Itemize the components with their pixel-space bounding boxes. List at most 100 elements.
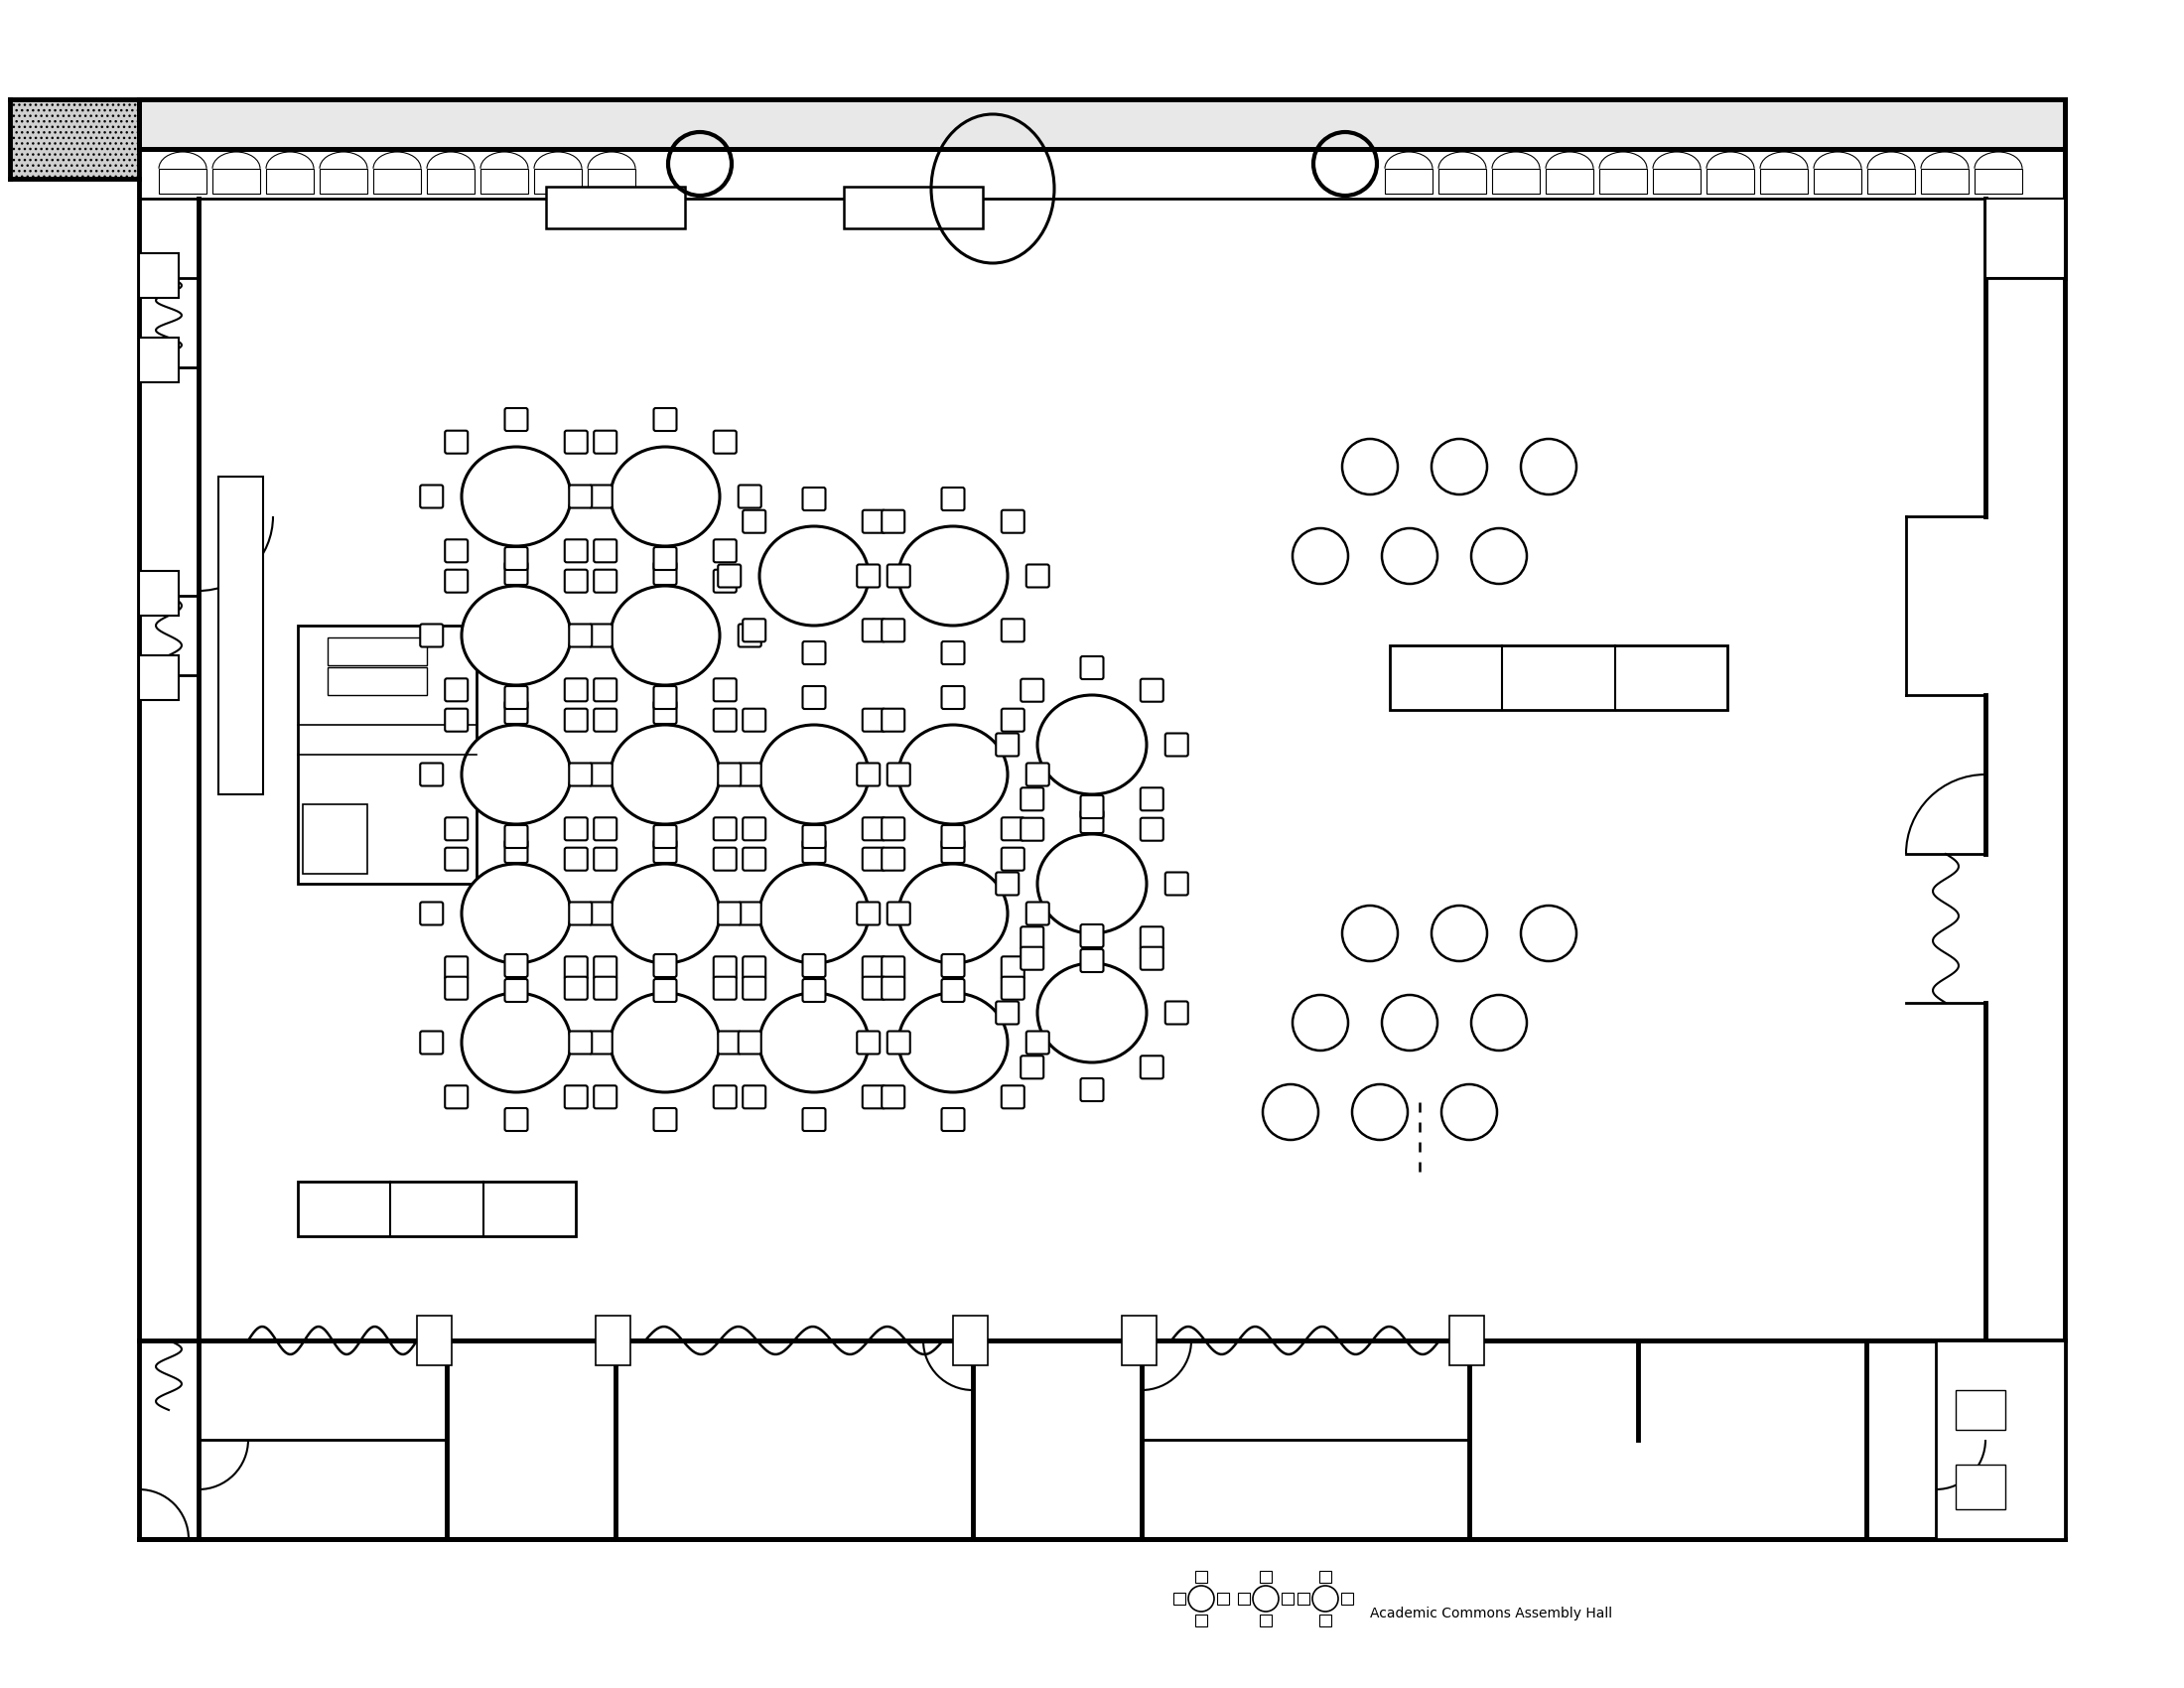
FancyBboxPatch shape: [1140, 679, 1164, 702]
FancyBboxPatch shape: [941, 954, 965, 977]
FancyBboxPatch shape: [446, 569, 467, 592]
FancyBboxPatch shape: [714, 430, 736, 454]
Ellipse shape: [612, 864, 721, 964]
Bar: [1492, 169, 1540, 194]
Ellipse shape: [1037, 695, 1147, 795]
FancyBboxPatch shape: [996, 733, 1018, 756]
FancyBboxPatch shape: [743, 510, 767, 533]
Bar: [11, 100, 140, 179]
FancyBboxPatch shape: [1140, 1055, 1164, 1079]
FancyBboxPatch shape: [863, 817, 885, 841]
FancyBboxPatch shape: [1002, 709, 1024, 731]
Bar: [1341, 1593, 1354, 1605]
FancyBboxPatch shape: [941, 841, 965, 863]
FancyBboxPatch shape: [738, 484, 762, 508]
Bar: [1706, 169, 1754, 194]
FancyBboxPatch shape: [419, 901, 443, 925]
FancyBboxPatch shape: [1020, 679, 1044, 702]
FancyBboxPatch shape: [446, 709, 467, 731]
Bar: [373, 169, 422, 194]
FancyBboxPatch shape: [882, 817, 904, 841]
FancyBboxPatch shape: [505, 701, 529, 724]
FancyBboxPatch shape: [941, 825, 965, 847]
FancyBboxPatch shape: [802, 979, 826, 1003]
Bar: [596, 1315, 631, 1366]
FancyBboxPatch shape: [594, 709, 616, 731]
FancyBboxPatch shape: [887, 901, 911, 925]
FancyBboxPatch shape: [566, 709, 587, 731]
FancyBboxPatch shape: [1081, 657, 1103, 679]
FancyBboxPatch shape: [738, 901, 762, 925]
Bar: [1260, 1572, 1271, 1583]
Bar: [1282, 1593, 1293, 1605]
FancyBboxPatch shape: [714, 679, 736, 701]
FancyBboxPatch shape: [505, 979, 529, 1003]
FancyBboxPatch shape: [1002, 957, 1024, 979]
FancyBboxPatch shape: [594, 847, 616, 871]
Bar: [297, 1182, 577, 1236]
FancyBboxPatch shape: [446, 847, 467, 871]
FancyBboxPatch shape: [653, 547, 677, 571]
Bar: [546, 187, 686, 228]
Bar: [140, 338, 179, 381]
FancyBboxPatch shape: [941, 641, 965, 665]
FancyBboxPatch shape: [941, 488, 965, 510]
Ellipse shape: [760, 993, 869, 1092]
FancyBboxPatch shape: [719, 1031, 740, 1053]
FancyBboxPatch shape: [802, 954, 826, 977]
FancyBboxPatch shape: [882, 619, 904, 641]
FancyBboxPatch shape: [1026, 564, 1048, 587]
Ellipse shape: [1037, 834, 1147, 933]
FancyBboxPatch shape: [863, 957, 885, 979]
FancyBboxPatch shape: [941, 685, 965, 709]
Ellipse shape: [461, 864, 570, 964]
FancyBboxPatch shape: [882, 510, 904, 533]
FancyBboxPatch shape: [863, 510, 885, 533]
FancyBboxPatch shape: [719, 901, 740, 925]
Bar: [218, 476, 262, 795]
FancyBboxPatch shape: [743, 847, 767, 871]
FancyBboxPatch shape: [505, 547, 529, 571]
FancyBboxPatch shape: [863, 977, 885, 999]
Bar: [140, 571, 179, 616]
FancyBboxPatch shape: [505, 825, 529, 847]
Bar: [1389, 645, 1728, 711]
FancyBboxPatch shape: [419, 625, 443, 647]
FancyBboxPatch shape: [738, 763, 762, 787]
FancyBboxPatch shape: [1020, 1055, 1044, 1079]
FancyBboxPatch shape: [1002, 510, 1024, 533]
FancyBboxPatch shape: [714, 817, 736, 841]
FancyBboxPatch shape: [996, 1001, 1018, 1025]
Ellipse shape: [461, 724, 570, 824]
FancyBboxPatch shape: [714, 977, 736, 999]
Bar: [328, 667, 426, 695]
Bar: [328, 638, 426, 665]
Bar: [1955, 1465, 2005, 1509]
FancyBboxPatch shape: [653, 841, 677, 863]
Bar: [1760, 169, 1808, 194]
FancyBboxPatch shape: [882, 957, 904, 979]
FancyBboxPatch shape: [802, 825, 826, 847]
FancyBboxPatch shape: [1140, 819, 1164, 841]
Bar: [159, 169, 207, 194]
FancyBboxPatch shape: [570, 484, 592, 508]
FancyBboxPatch shape: [1002, 1085, 1024, 1109]
FancyBboxPatch shape: [743, 977, 767, 999]
FancyBboxPatch shape: [594, 977, 616, 999]
FancyBboxPatch shape: [653, 562, 677, 584]
FancyBboxPatch shape: [802, 641, 826, 665]
FancyBboxPatch shape: [1166, 1001, 1188, 1025]
FancyBboxPatch shape: [590, 1031, 612, 1053]
FancyBboxPatch shape: [1081, 949, 1103, 972]
Bar: [1385, 169, 1433, 194]
Ellipse shape: [461, 447, 570, 547]
Bar: [212, 169, 260, 194]
FancyBboxPatch shape: [714, 709, 736, 731]
Bar: [1653, 169, 1701, 194]
FancyBboxPatch shape: [653, 979, 677, 1003]
FancyBboxPatch shape: [590, 763, 612, 787]
FancyBboxPatch shape: [570, 763, 592, 787]
FancyBboxPatch shape: [1020, 947, 1044, 971]
Bar: [1319, 1614, 1332, 1627]
FancyBboxPatch shape: [882, 847, 904, 871]
